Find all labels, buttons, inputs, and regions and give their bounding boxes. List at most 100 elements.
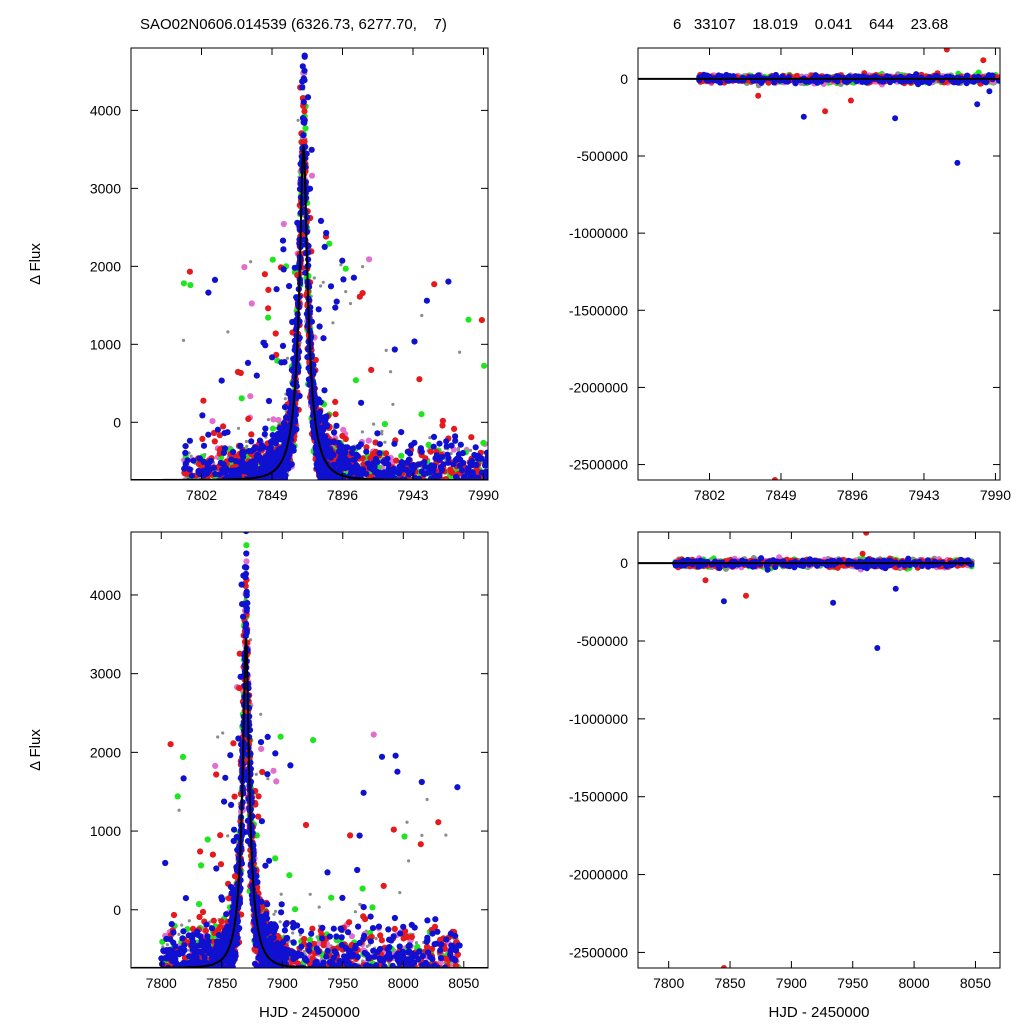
data-point [376,497,379,500]
data-point [239,479,241,480]
data-point [350,456,357,463]
data-point [372,491,378,497]
data-point [205,431,212,438]
data-point [471,509,477,515]
data-point [418,468,425,475]
data-point [235,524,241,530]
data-point [220,481,226,487]
data-point [260,520,263,523]
data-point [442,507,448,513]
data-point [241,449,248,456]
data-point [433,510,436,513]
data-point [433,485,436,488]
data-point [365,488,371,494]
data-point [363,448,370,455]
data-point [436,440,443,447]
data-point [363,500,369,506]
data-point [245,488,251,494]
data-point [454,506,457,509]
data-point [205,481,211,487]
data-point [443,438,450,445]
data-point [468,448,473,452]
data-point [352,481,358,487]
data-point [199,435,206,442]
data-point [300,42,306,48]
x-tick-label: 7802 [186,487,217,503]
data-point [431,463,438,470]
data-point [358,481,364,487]
data-point [187,508,193,514]
data-point [243,491,246,494]
data-point [279,237,287,244]
data-point [388,515,394,521]
data-point [452,493,458,499]
data-point [460,508,463,511]
data-point [352,377,359,384]
data-point [241,495,247,501]
data-point [380,429,384,433]
data-point [371,497,374,500]
data-point [386,490,392,496]
data-point [476,511,482,517]
data-point [385,466,392,473]
data-point [472,444,479,451]
data-point [247,487,253,493]
data-point [391,480,397,486]
data-point [220,487,223,490]
data-point [380,500,386,506]
data-point [431,492,437,498]
data-point [416,480,422,486]
data-point [343,515,346,518]
data-point [440,461,447,468]
data-point [188,472,195,479]
data-point [432,487,438,493]
data-point [279,342,287,349]
data-point [454,455,461,462]
data-point [389,370,393,374]
data-point [245,415,252,422]
data-point [193,510,196,513]
data-point [464,479,468,480]
data-point [217,505,223,511]
y-tick-label: 0 [113,414,121,430]
x-tick-label: 7990 [468,487,499,503]
data-point [301,67,308,74]
data-point [357,532,363,538]
data-point [278,428,286,435]
data-point [453,487,459,493]
data-point [220,423,227,430]
data-point [232,490,238,496]
data-point [215,519,221,525]
data-point [462,504,465,507]
data-point [267,483,270,486]
data-point [336,480,342,486]
data-point [252,491,255,494]
data-point [465,465,472,472]
data-point [340,276,347,283]
data-point [455,510,458,513]
data-point [241,513,247,519]
data-point [244,486,250,492]
data-point [461,488,467,494]
data-point [382,496,388,502]
data-point [368,366,375,373]
data-point [220,449,227,456]
data-point [228,485,234,491]
data-point [331,429,338,436]
data-point [262,480,268,486]
data-point [479,519,485,525]
data-point [315,464,322,471]
data-point [339,432,346,440]
data-point [479,479,481,480]
data-point [417,483,420,486]
data-point [402,503,408,509]
data-point [371,492,377,498]
data-point [230,448,237,456]
data-point [237,493,243,499]
data-point [321,243,328,250]
data-point [376,480,382,486]
data-point [230,505,236,511]
data-point [237,442,244,449]
data-point [473,461,480,468]
data-point [433,484,439,490]
